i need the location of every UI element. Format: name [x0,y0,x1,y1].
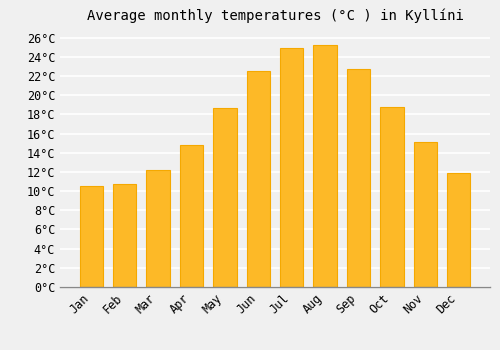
Bar [113,184,136,287]
Bar [447,173,470,287]
Bar [280,48,303,287]
Bar [213,107,236,287]
Bar [414,142,437,287]
Bar [380,107,404,287]
Title: Average monthly temperatures (°C ) in Kyllíni: Average monthly temperatures (°C ) in Ky… [86,8,464,23]
Bar [146,170,170,287]
Bar [347,69,370,287]
Bar [180,145,203,287]
Bar [80,186,103,287]
Bar [246,71,270,287]
Bar [314,45,337,287]
